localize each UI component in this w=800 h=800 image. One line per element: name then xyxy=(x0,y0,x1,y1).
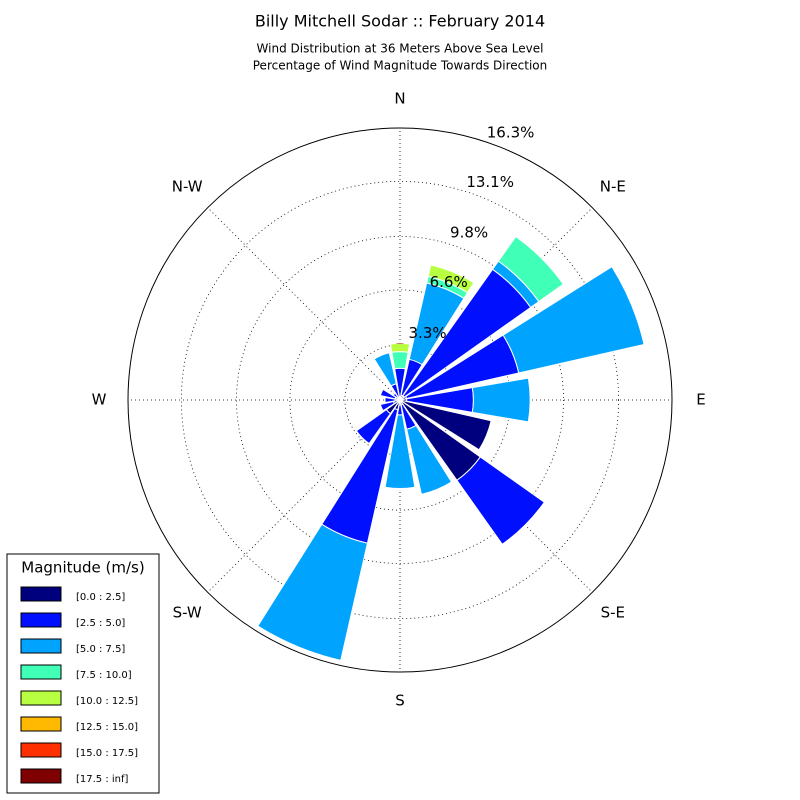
radial-grid-line xyxy=(207,399,401,593)
legend-label: [15.0 : 17.5] xyxy=(76,748,138,759)
r-tick-label: 6.6% xyxy=(430,273,468,291)
rose-segment xyxy=(471,377,531,423)
r-tick-label: 13.1% xyxy=(466,173,514,191)
rose-segment xyxy=(389,342,411,353)
legend-swatch xyxy=(20,716,62,732)
outer-circle xyxy=(127,127,673,673)
legend-swatch xyxy=(20,690,62,706)
grid-circle xyxy=(236,236,564,564)
legend-swatch xyxy=(20,664,62,680)
rose-segment xyxy=(373,352,397,387)
legend-label: [12.5 : 15.0] xyxy=(76,722,138,733)
legend-swatch xyxy=(20,638,62,654)
legend-label: [0.0 : 2.5] xyxy=(76,592,125,603)
rose-segment xyxy=(391,351,409,370)
rose-segment xyxy=(384,414,416,489)
legend-swatch xyxy=(20,586,62,602)
legend-label: [2.5 : 5.0] xyxy=(76,618,125,629)
legend-label: [10.0 : 12.5] xyxy=(76,696,138,707)
legend-label: [7.5 : 10.0] xyxy=(76,670,132,681)
rose-segment xyxy=(502,266,645,374)
rose-segment xyxy=(379,400,396,412)
direction-label: N xyxy=(394,90,405,108)
chart-subtitle: Percentage of Wind Magnitude Towards Dir… xyxy=(253,59,547,73)
grid-circle xyxy=(180,180,620,620)
rose-segment xyxy=(379,388,397,400)
direction-label: E xyxy=(696,391,705,409)
direction-label: N-E xyxy=(600,178,626,196)
r-tick-label: 9.8% xyxy=(450,224,488,242)
rose-segment xyxy=(399,399,492,451)
rose-segment xyxy=(406,424,453,495)
direction-label: S-E xyxy=(601,603,625,621)
direction-label: S-W xyxy=(173,603,202,621)
rose-segment xyxy=(257,523,369,661)
r-tick-label: 16.3% xyxy=(487,123,535,141)
direction-label: S xyxy=(395,692,405,710)
legend-swatch xyxy=(20,612,62,628)
legend-title: Magnitude (m/s) xyxy=(21,559,144,577)
legend-label: [5.0 : 7.5] xyxy=(76,644,125,655)
legend-label: [17.5 : inf] xyxy=(76,774,129,785)
rose-segment xyxy=(456,456,546,546)
rose-segment xyxy=(355,408,392,445)
r-tick-label: 3.3% xyxy=(409,324,447,342)
rose-segment xyxy=(497,235,565,303)
chart-subtitle: Wind Distribution at 36 Meters Above Sea… xyxy=(257,42,544,56)
legend-swatch xyxy=(20,742,62,758)
direction-label: N-W xyxy=(172,178,203,196)
direction-label: W xyxy=(92,391,107,409)
radial-grid-line xyxy=(207,207,401,401)
chart-title: Billy Mitchell Sodar :: February 2014 xyxy=(255,12,545,31)
legend-swatch xyxy=(20,768,62,784)
rose-segment xyxy=(427,264,475,294)
